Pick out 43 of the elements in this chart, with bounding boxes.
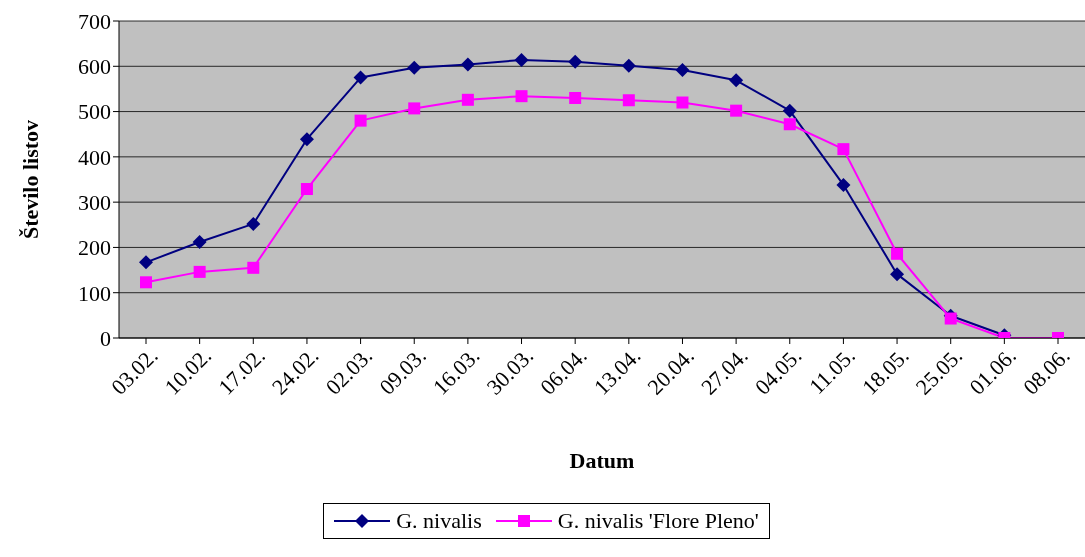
point: [139, 255, 153, 270]
y-tick-label: 300: [78, 189, 111, 215]
point: [514, 52, 529, 67]
point: [460, 57, 475, 72]
point: [515, 90, 528, 103]
point: [675, 62, 690, 77]
point: [300, 183, 313, 196]
point: [837, 143, 850, 156]
point: [944, 312, 957, 325]
y-tick-label: 500: [78, 99, 111, 125]
point: [782, 103, 797, 118]
y-tick-label: 200: [78, 235, 111, 261]
point: [461, 93, 474, 106]
point: [299, 132, 314, 147]
point: [730, 104, 743, 117]
point: [729, 73, 744, 88]
x-axis-title: Datum: [569, 448, 635, 473]
y-tick-label: 400: [78, 144, 111, 170]
point: [622, 94, 635, 107]
y-axis-title: Število listov: [17, 119, 43, 240]
point: [354, 114, 367, 127]
y-tick-label: 0: [100, 325, 111, 351]
point: [140, 276, 152, 289]
point: [676, 96, 689, 109]
point: [192, 234, 207, 249]
point: [621, 58, 636, 73]
point: [890, 267, 905, 282]
point: [569, 91, 582, 104]
point: [408, 102, 421, 115]
point: [836, 177, 851, 192]
point: [568, 54, 583, 69]
point: [353, 70, 368, 85]
point: [246, 216, 261, 231]
point: [407, 60, 422, 75]
point: [891, 247, 904, 260]
point: [193, 265, 206, 278]
y-tick-label: 100: [78, 280, 111, 306]
y-tick-label: 600: [78, 54, 111, 80]
point: [783, 118, 796, 131]
y-tick-label: 700: [78, 8, 111, 34]
legend-label: G. nivalis 'Flore Pleno': [557, 508, 759, 534]
point: [247, 261, 260, 274]
legend-label: G. nivalis: [396, 508, 482, 534]
